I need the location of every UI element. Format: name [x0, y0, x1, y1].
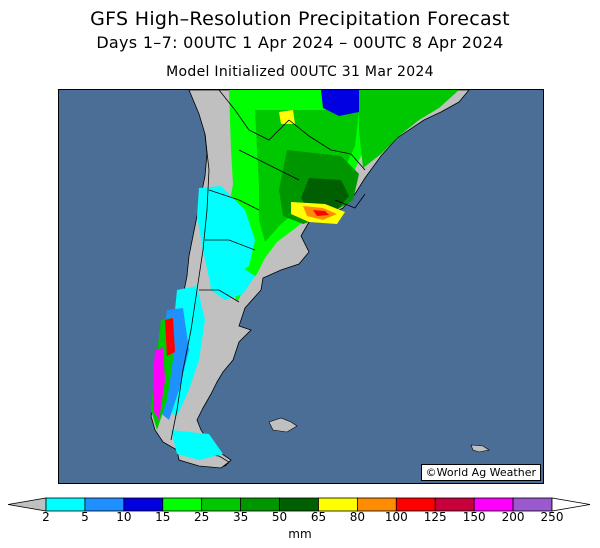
colorbar-tick-label: 35 — [232, 510, 249, 524]
falkland-islands — [268, 417, 298, 433]
colorbar-tick-label: 10 — [116, 510, 132, 524]
forecast-period: Days 1–7: 00UTC 1 Apr 2024 – 00UTC 8 Apr… — [96, 33, 504, 52]
model-initialized: Model Initialized 00UTC 31 Mar 2024 — [166, 64, 434, 80]
colorbar-tick-label: 100 — [384, 510, 408, 524]
colorbar-under-arrow — [7, 497, 47, 512]
precipitation-fields — [151, 90, 459, 460]
colorbar-tick-label: 150 — [462, 510, 486, 524]
precip-andes-max — [153, 348, 165, 420]
colorbar-tick-label: 50 — [271, 510, 288, 524]
map-title: GFS High–Resolution Precipitation Foreca… — [90, 8, 510, 30]
colorbar: 2 5 10 15 25 35 50 65 80 100 125 150 200 250 mm — [0, 494, 600, 548]
credit-label: ©World Ag Weather — [420, 464, 541, 481]
colorbar-over-arrow — [551, 497, 591, 512]
precip-andes-red — [165, 318, 175, 356]
south-georgia — [470, 444, 490, 453]
precipitation-map — [59, 90, 543, 483]
colorbar-unit: mm — [288, 527, 312, 541]
country-borders — [170, 90, 366, 441]
land-mass — [150, 90, 470, 467]
precip-brazil-pocket — [321, 90, 359, 116]
colorbar-swatches — [7, 497, 591, 512]
colorbar-tick-label: 80 — [349, 510, 366, 524]
precip-125plus-core — [313, 210, 329, 216]
colorbar-swatch — [45, 497, 86, 512]
precip-cyan-south — [171, 430, 223, 460]
colorbar-tick-label: 2 — [42, 510, 50, 524]
map-panel: ©World Ag Weather — [58, 89, 544, 484]
colorbar-tick-label: 200 — [501, 510, 525, 524]
colorbar-tick-label: 250 — [540, 510, 564, 524]
precip-yellow-north — [279, 110, 295, 124]
precip-coastal-northeast — [359, 90, 459, 168]
colorbar-tick-label: 15 — [155, 510, 171, 524]
precip-cyan-west — [197, 186, 255, 280]
colorbar-tick-label: 125 — [423, 510, 447, 524]
colorbar-tick-label: 5 — [81, 510, 89, 524]
colorbar-tick-label: 65 — [310, 510, 327, 524]
colorbar-tick-label: 25 — [194, 510, 210, 524]
